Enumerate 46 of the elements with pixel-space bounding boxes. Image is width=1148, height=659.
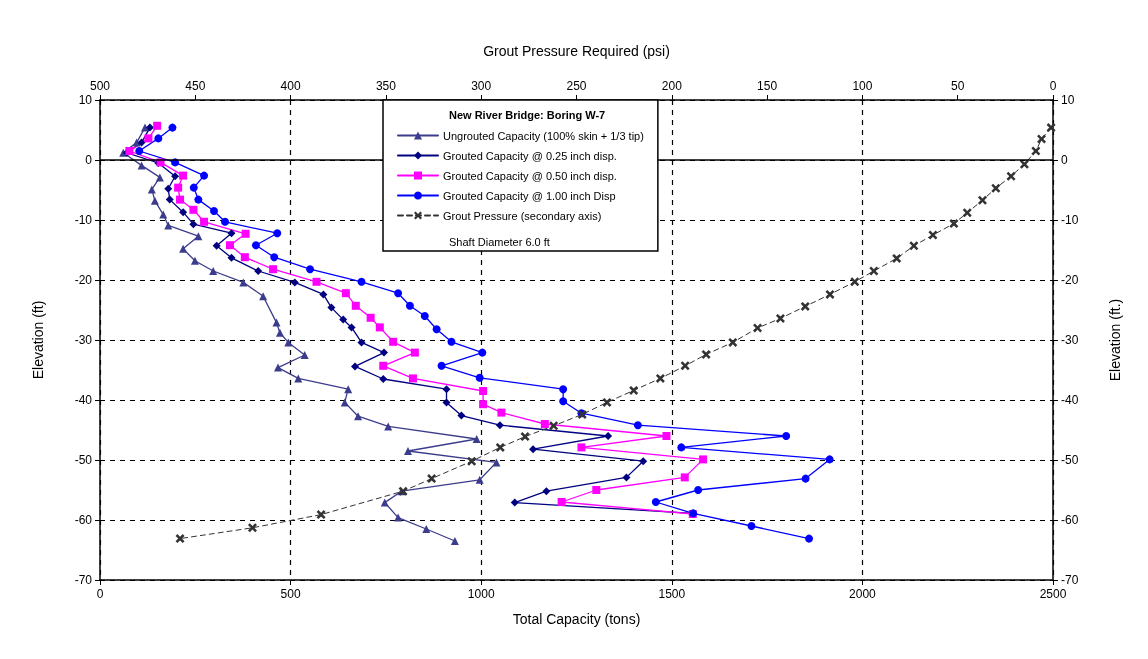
- legend-label: Ungrouted Capacity (100% skin + 1/3 tip): [443, 129, 644, 142]
- x2-tick-label: 350: [375, 79, 397, 93]
- x-tick-label: 2000: [849, 587, 877, 601]
- y-tick-label: -60: [74, 513, 93, 527]
- x2-tick-label: 150: [757, 79, 778, 93]
- y2-tick-label: 10: [1061, 93, 1075, 107]
- x-axis-title: Total Capacity (tons): [512, 611, 641, 627]
- x2-tick-label: 200: [661, 79, 683, 93]
- y2-tick-label: 0: [1061, 153, 1068, 167]
- x-tick-label: 1000: [467, 587, 495, 601]
- y-tick-label: -70: [74, 573, 93, 587]
- y2-tick-label: -40: [1061, 393, 1079, 407]
- x2-tick-label: 400: [280, 79, 301, 93]
- x2-tick-label: 50: [951, 79, 965, 93]
- x2-tick-label: 500: [89, 79, 111, 93]
- x2-tick-label: 250: [566, 79, 587, 93]
- legend-label: Grouted Capacity @ 0.25 inch disp.: [443, 149, 617, 162]
- x2-tick-label: 300: [471, 79, 492, 93]
- legend-label: Grouted Capacity @ 1.00 inch Disp: [443, 189, 616, 202]
- y-tick-label: 10: [78, 93, 93, 107]
- y2-tick-label: -20: [1061, 273, 1079, 287]
- x-tick-label: 2500: [1039, 587, 1067, 601]
- legend-title: New River Bridge: Boring W-7: [449, 108, 606, 121]
- y-tick-label: -30: [74, 333, 93, 347]
- y-tick-label: -40: [74, 393, 93, 407]
- annotation: Shaft Diameter 6.0 ft: [449, 235, 550, 248]
- y2-tick-label: -60: [1061, 513, 1079, 527]
- x2-tick-label: 100: [852, 79, 873, 93]
- y2-axis-title: Elevation (ft.): [1107, 298, 1123, 382]
- y-tick-label: -10: [74, 213, 93, 227]
- y2-tick-label: -70: [1061, 573, 1079, 587]
- y2-tick-label: -30: [1061, 333, 1079, 347]
- y-tick-label: -20: [74, 273, 93, 287]
- legend-label: Grouted Capacity @ 0.50 inch disp.: [443, 169, 617, 182]
- y2-tick-label: -10: [1061, 213, 1079, 227]
- x-tick-label: 0: [96, 587, 104, 601]
- x2-tick-label: 450: [185, 79, 206, 93]
- x2-axis-title: Grout Pressure Required (psi): [483, 43, 670, 59]
- legend-label: Grout Pressure (secondary axis): [443, 209, 602, 222]
- y-tick-label: -50: [74, 453, 93, 467]
- x-tick-label: 1500: [658, 587, 686, 601]
- x-tick-label: 500: [280, 587, 301, 601]
- y-axis-title: Elevation (ft): [30, 300, 46, 380]
- x2-tick-label: 0: [1049, 79, 1057, 93]
- y2-tick-label: -50: [1061, 453, 1079, 467]
- y-tick-label: 0: [85, 153, 93, 167]
